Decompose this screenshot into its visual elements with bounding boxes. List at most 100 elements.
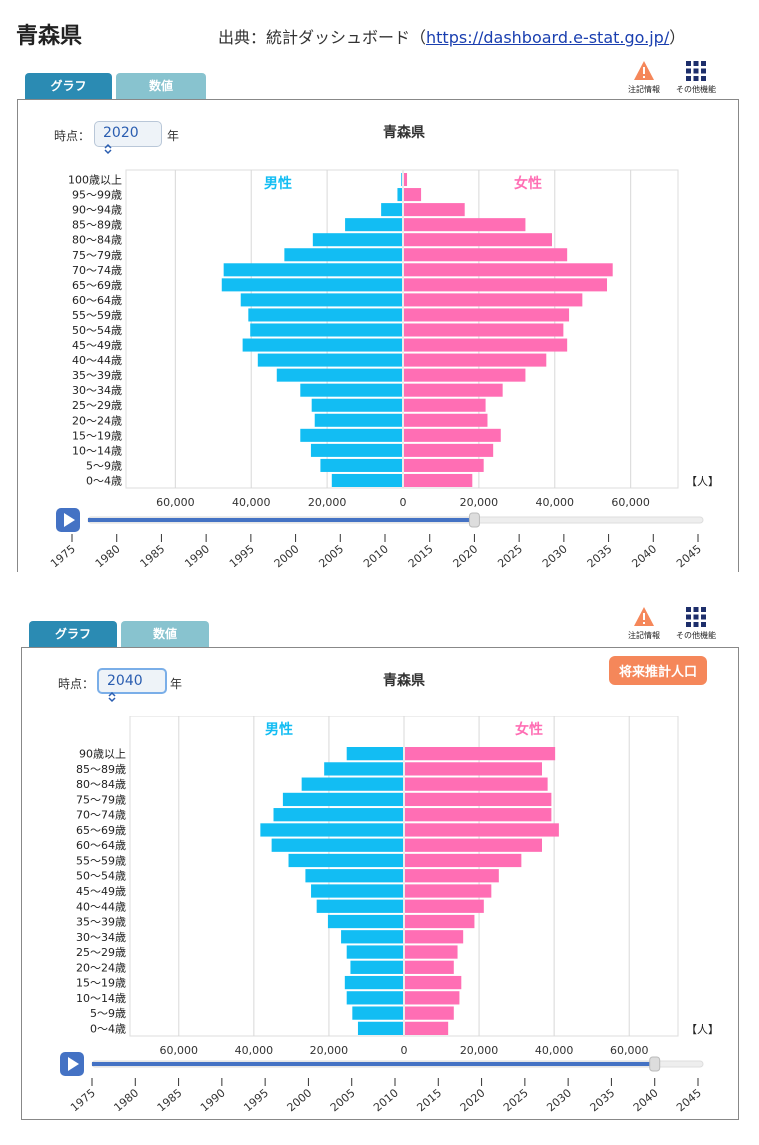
x-tick-label: 20,000 [460,1044,499,1057]
bar-female [405,930,464,944]
bar-male [300,428,402,442]
tab-values[interactable]: 数値 [121,621,209,648]
bar-female [405,914,475,929]
bar-female [404,278,608,292]
source-link[interactable]: https://dashboard.e-stat.go.jp/ [426,28,670,47]
bar-male [352,1006,403,1020]
bar-male [282,792,403,807]
bar-female [404,323,564,337]
bar-male [311,398,402,412]
slider-year-label: 2020 [451,542,481,570]
tab-graph[interactable]: グラフ [29,621,117,648]
notes-button[interactable]: 注記情報 [620,606,668,641]
chart-title: 青森県 [383,673,425,689]
x-tick-label: 60,000 [611,496,650,509]
year-select[interactable]: 2040 [97,668,167,703]
slider-year-label: 2035 [585,542,615,570]
x-tick-label: 0 [401,1044,408,1057]
bar-male [250,323,402,337]
slider-year-label: 1985 [155,1086,185,1114]
other-functions-label: その他機能 [676,85,716,94]
bar-female [404,383,503,397]
chart-frame: 時点： 2040 年 青森県 将来推計人口 60,000 40,000 20,000… [21,647,739,1120]
bar-female [404,398,486,412]
x-tick-label: 20,000 [308,496,347,509]
tab-graph[interactable]: グラフ [25,73,112,100]
x-tick-label: 60,000 [160,1044,199,1057]
other-functions-button[interactable]: その他機能 [672,606,720,641]
bar-male [331,473,402,487]
x-tick-label: 20,000 [460,496,499,509]
bar-male [248,308,402,322]
slider-year-label: 1980 [93,542,123,570]
bar-male [284,248,402,262]
bar-female [404,218,526,232]
grid-menu-icon [686,607,706,627]
bar-female [405,1021,449,1035]
bar-male [344,975,403,990]
bar-male [312,233,402,247]
bar-female [405,838,542,852]
notes-button[interactable]: 注記情報 [620,60,668,95]
slider-year-label: 2030 [544,1086,574,1114]
y-category-label: 45～49歳 [72,339,122,352]
y-category-label: 70～74歳 [76,809,126,822]
year-slider[interactable]: 1975 1980 1985 1990 1995 2000 2005 2010 2015 2020… [18,506,738,581]
y-category-label: 80～84歳 [72,234,122,247]
y-category-label: 20～24歳 [72,414,122,427]
year-slider[interactable]: 1975 1980 1985 1990 1995 2000 2005 2010 2015 2020… [22,1050,738,1125]
y-category-label: 10～14歳 [76,992,126,1005]
bar-male [242,338,402,352]
slider-year-label: 2015 [406,542,436,570]
y-category-label: 50～54歳 [72,324,122,337]
panel-2040: グラフ 数値 注記情報 その他機能 時点： 2040 年 青森県 将来推計人口 … [0,606,759,1120]
bar-male [346,747,403,761]
plot-area [125,169,679,489]
bar-male [327,914,403,929]
warning-icon [634,61,654,80]
y-category-label: 70～74歳 [72,264,122,277]
bar-female [405,853,522,868]
bar-female [405,884,492,898]
bar-male [300,383,402,397]
x-tick-label: 40,000 [535,1044,574,1057]
bar-male [271,838,403,852]
tab-values[interactable]: 数値 [116,73,206,100]
bar-female [405,945,458,959]
slider-year-label: 2020 [458,1086,488,1114]
slider-year-label: 1975 [68,1086,98,1114]
slider-year-label: 2045 [674,1086,704,1114]
chart-title: 青森県 [383,125,425,141]
bar-female [404,413,488,427]
bar-female [404,203,465,217]
bar-female [404,353,547,367]
y-category-label: 75～79歳 [76,793,126,806]
y-category-label: 50～54歳 [76,870,126,883]
y-category-label: 100歳以上 [68,174,122,187]
y-category-label: 85～89歳 [72,219,122,232]
notes-label: 注記情報 [628,631,660,640]
year-select[interactable]: 2020 [94,121,162,155]
slider-handle[interactable] [468,512,480,528]
grid-menu-icon [686,61,706,81]
slider-year-label: 1985 [138,542,168,570]
x-tick-label: 60,000 [610,1044,649,1057]
slider-year-label: 1990 [198,1086,228,1114]
slider-handle[interactable] [649,1056,661,1072]
slider-year-label: 2005 [328,1086,358,1114]
x-tick-label: 40,000 [235,1044,274,1057]
bar-female [404,443,494,457]
updown-icon [104,143,112,155]
x-tick-label: 20,000 [310,1044,349,1057]
y-category-label: 30～34歳 [76,931,126,944]
bar-male [240,293,402,307]
slider-fill [92,1062,655,1066]
bar-male [223,263,402,277]
bar-male [350,960,403,974]
y-category-label: 90～94歳 [72,204,122,217]
bar-female [404,188,422,202]
other-functions-button[interactable]: その他機能 [672,60,720,95]
bar-female [404,233,552,247]
y-category-label: 15～19歳 [72,429,122,442]
play-icon [68,1057,79,1071]
